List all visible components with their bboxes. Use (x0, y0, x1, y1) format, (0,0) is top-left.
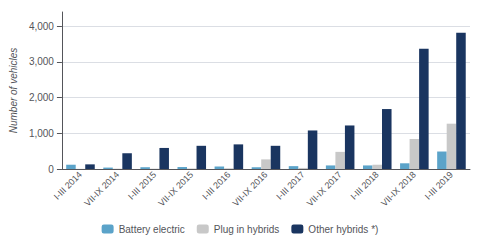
svg-text:I-III 2017: I-III 2017 (274, 169, 306, 201)
svg-text:I-III 2019: I-III 2019 (423, 169, 455, 201)
svg-text:VII-IX 2014: VII-IX 2014 (82, 169, 121, 208)
svg-text:VII-IX 2017: VII-IX 2017 (305, 169, 344, 208)
svg-text:VII-IX 2016: VII-IX 2016 (231, 169, 270, 208)
svg-text:3,000: 3,000 (29, 56, 54, 67)
svg-text:2,000: 2,000 (29, 92, 54, 103)
svg-text:I-III 2014: I-III 2014 (52, 169, 84, 201)
svg-text:0: 0 (48, 164, 54, 175)
svg-text:I-III 2015: I-III 2015 (126, 169, 158, 201)
svg-text:Battery electric: Battery electric (119, 224, 185, 235)
svg-text:1,000: 1,000 (29, 128, 54, 139)
svg-text:I-III 2018: I-III 2018 (349, 169, 381, 201)
svg-text:4,000: 4,000 (29, 21, 54, 32)
svg-text:VII-IX 2018: VII-IX 2018 (379, 169, 418, 208)
svg-text:VII-IX 2015: VII-IX 2015 (156, 169, 195, 208)
svg-text:I-III 2016: I-III 2016 (200, 169, 232, 201)
svg-text:Number of vehicles: Number of vehicles (8, 48, 19, 134)
svg-text:Plug in hybrids: Plug in hybrids (214, 224, 280, 235)
svg-text:Other hybrids *): Other hybrids *) (308, 224, 378, 235)
